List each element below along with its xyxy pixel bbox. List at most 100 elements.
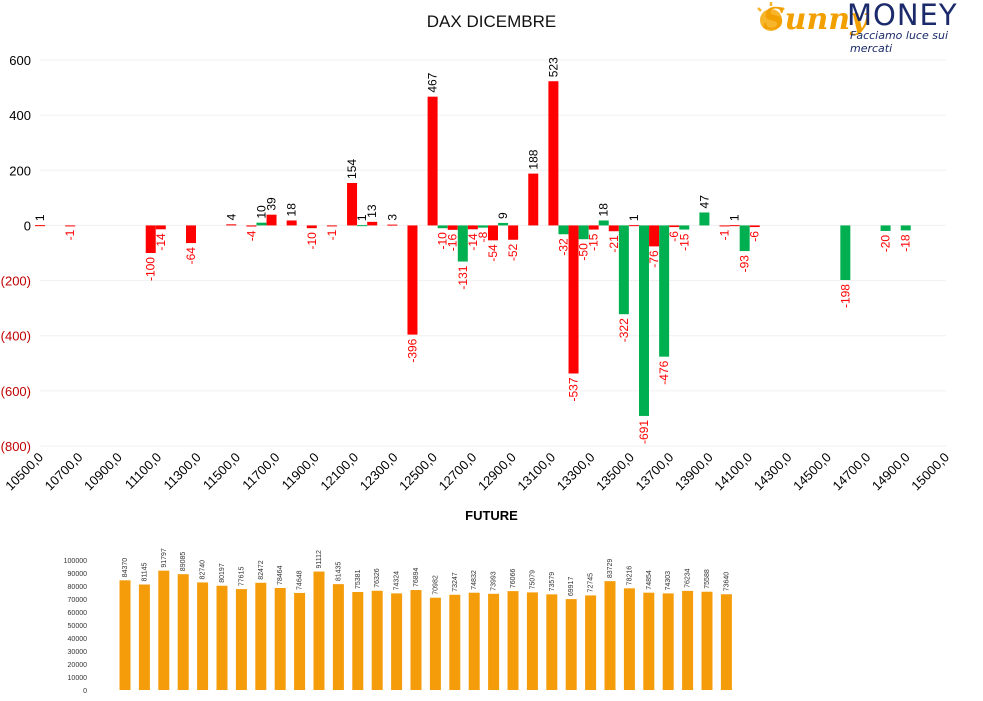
x-tick-label: 10700,0 <box>42 450 86 494</box>
bar <box>729 225 740 227</box>
bar <box>720 594 732 690</box>
bar <box>719 225 730 227</box>
bar <box>226 224 237 226</box>
data-label: -76 <box>647 250 661 268</box>
bar <box>467 225 478 230</box>
x-tick-label: 12500,0 <box>396 450 440 494</box>
bar <box>679 225 690 230</box>
chart-title: DAX DICEMBRE <box>426 12 557 31</box>
data-label: -21 <box>607 235 621 253</box>
bar <box>294 592 306 690</box>
bar <box>410 590 422 690</box>
data-label: -20 <box>879 235 893 253</box>
bar <box>197 582 209 690</box>
data-label: 13 <box>365 204 379 218</box>
data-label: -32 <box>556 238 570 256</box>
bar <box>558 225 569 235</box>
data-label: -50 <box>577 243 591 261</box>
data-label: -14 <box>466 233 480 251</box>
bar <box>119 580 131 690</box>
bar <box>585 595 597 690</box>
data-label: -6 <box>748 231 762 242</box>
bar <box>429 597 441 690</box>
data-label: -64 <box>184 247 198 265</box>
data-label: 72745 <box>588 573 595 593</box>
y-tick-label: 100000 <box>64 558 87 565</box>
data-label: 76066 <box>510 569 517 589</box>
x-tick-label: 12700,0 <box>436 450 480 494</box>
bar <box>256 222 267 226</box>
bar <box>246 225 257 227</box>
data-label: -52 <box>506 243 520 261</box>
x-tick-label: 13100,0 <box>514 450 558 494</box>
bar <box>578 225 589 240</box>
bar <box>332 584 344 690</box>
bar <box>35 225 45 227</box>
bar <box>357 225 368 227</box>
data-label: -8 <box>476 231 490 242</box>
bar <box>526 592 538 690</box>
bar <box>138 584 150 690</box>
data-label: 467 <box>426 72 440 92</box>
x-tick-label: 13500,0 <box>593 450 637 494</box>
bar <box>488 593 500 690</box>
data-label: -4 <box>244 230 258 241</box>
y-tick-label: 600 <box>9 53 31 68</box>
y-tick-label: 0 <box>83 688 87 695</box>
data-label: -322 <box>617 318 631 342</box>
x-tick-label: 11900,0 <box>279 450 322 493</box>
bar <box>286 220 297 226</box>
bar <box>639 225 649 416</box>
bar <box>659 225 670 357</box>
bar <box>608 225 619 232</box>
data-label: 78464 <box>277 565 284 585</box>
bar <box>235 589 247 690</box>
data-label: 78216 <box>626 566 633 586</box>
y-tick-label: 40000 <box>68 636 88 643</box>
data-label: 47 <box>697 195 711 209</box>
bar <box>437 225 448 229</box>
bar <box>387 224 398 226</box>
logo-script: Sunny <box>763 2 868 37</box>
data-label: 70982 <box>432 575 439 595</box>
x-tick-label: 14900,0 <box>869 450 913 494</box>
bar <box>488 225 498 241</box>
x-tick-label: 14700,0 <box>829 450 873 494</box>
data-label: -15 <box>677 233 691 251</box>
data-label: 74303 <box>665 571 672 591</box>
data-label: 73247 <box>452 572 459 592</box>
bar <box>427 96 438 226</box>
x-tick-label: 13900,0 <box>672 450 716 494</box>
data-label: -14 <box>154 233 168 251</box>
bar <box>177 574 189 690</box>
bar <box>457 225 468 262</box>
x-tick-label: 11700,0 <box>239 450 282 493</box>
data-label: 74832 <box>471 570 478 590</box>
data-label: 91112 <box>316 550 323 569</box>
bar <box>371 590 383 690</box>
bar <box>900 225 911 231</box>
data-label: 4 <box>224 213 238 220</box>
bar <box>274 587 286 690</box>
y-tick-label: 10000 <box>68 675 88 682</box>
bar <box>158 570 170 690</box>
x-tick-label: 12100,0 <box>317 450 361 494</box>
data-label: 39 <box>265 197 279 211</box>
data-label: 81145 <box>141 562 148 581</box>
data-label: 76234 <box>685 568 692 588</box>
bar <box>662 593 674 690</box>
data-label: 76894 <box>413 567 420 587</box>
bar <box>840 225 851 281</box>
data-label: 75381 <box>355 569 362 589</box>
data-label: -18 <box>899 234 913 252</box>
data-label: 73993 <box>491 571 498 591</box>
data-label: -476 <box>657 360 671 384</box>
x-tick-label: 10900,0 <box>81 450 125 494</box>
y-tick-label: 400 <box>9 108 31 123</box>
dax-december-chart: 600 400 200 0 (200) (400) (600) (800)10500,0107… <box>1 53 952 494</box>
bar <box>447 225 458 230</box>
data-label: -1 <box>718 229 732 240</box>
y-tick-label: 50000 <box>68 623 88 630</box>
x-tick-label: 12900,0 <box>475 450 519 494</box>
data-label: 89085 <box>180 552 187 572</box>
